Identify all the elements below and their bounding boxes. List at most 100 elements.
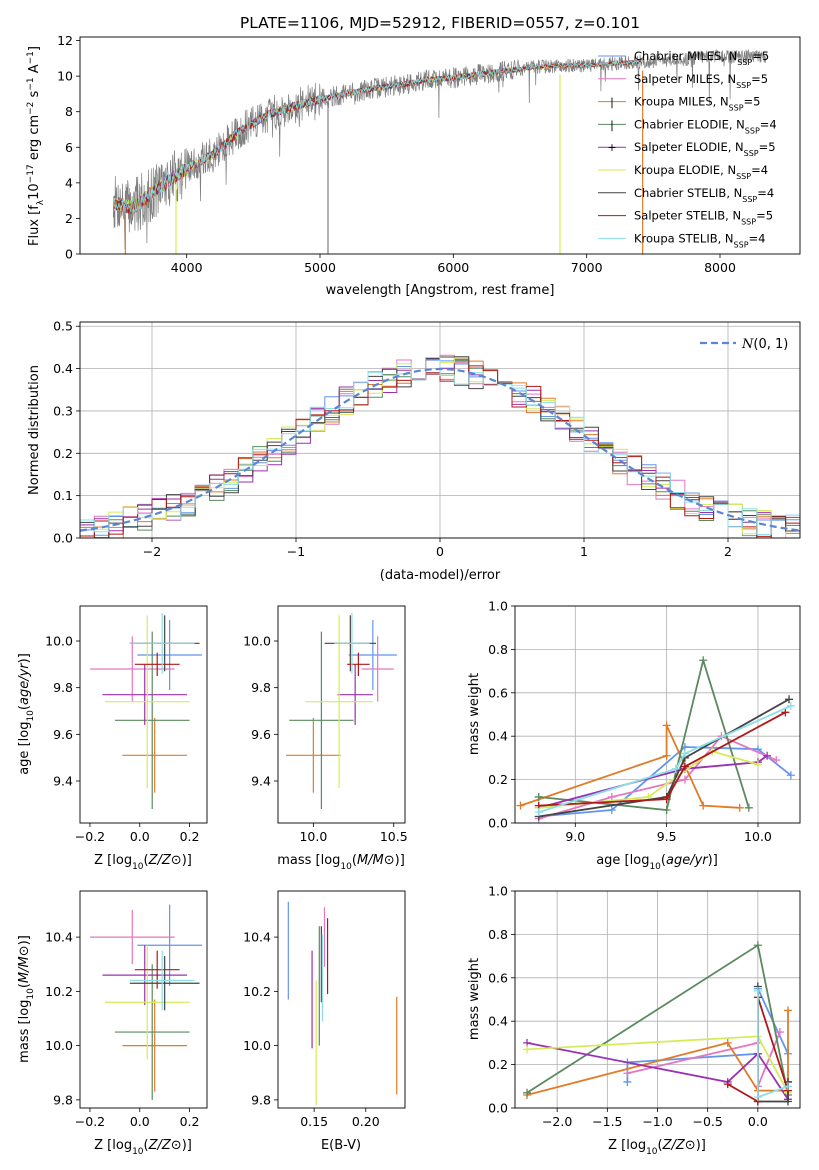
weight-marker: [723, 1038, 732, 1047]
y-axis-label: mass weight: [467, 673, 482, 755]
y-tick-label: 0.5: [53, 319, 73, 334]
spectrum-frame: [79, 36, 801, 255]
weight-series-kroupa_stelib: [534, 701, 795, 817]
x-tick-label: 10.0: [744, 829, 772, 844]
y-tick-label: 10.2: [243, 984, 271, 999]
errorbar-kroupa_stelib: [129, 950, 195, 1011]
weight-marker: [786, 771, 795, 780]
spectrum-panel: 4000 5000 6000 7000 8000 0 2 4 6 8 10 12 Chabrier MI…: [26, 33, 801, 298]
errorbar-kroupa_miles: [286, 718, 341, 793]
weight-marker: [523, 1045, 532, 1054]
y-tick-label: 10.0: [243, 1038, 271, 1053]
x-tick-label: 2: [724, 544, 732, 559]
y-tick-label: 10.0: [45, 634, 73, 649]
x-tick-label: 10.0: [299, 829, 327, 844]
x-axis-label: Z [log10(Z/Z⊙)]: [94, 1138, 192, 1157]
legend-label: Salpeter MILES, NSSP=5: [634, 72, 768, 90]
y-tick-label: 1.0: [488, 599, 508, 614]
y-tick-label: 12: [57, 33, 73, 48]
x-tick-label: 0.15: [300, 1114, 328, 1129]
spectrum-axes: 4000 5000 6000 7000 8000 0 2 4 6 8 10 12 Chabrier MI…: [26, 33, 801, 298]
x-tick-label: 9.0: [565, 829, 585, 844]
x-axis-label: Z [log10(Z/Z⊙)]: [608, 1138, 706, 1157]
residual-histogram-kroupa_stelib: [80, 357, 800, 538]
x-tick-label: 1: [580, 544, 588, 559]
legend-label: Chabrier ELODIE, NSSP=4: [634, 117, 777, 135]
y-tick-label: 9.8: [53, 680, 73, 695]
x-axis-label: age [log10(age/yr)]: [596, 853, 718, 872]
y-tick-label: 0.0: [488, 1101, 508, 1116]
mass_vs_z-panel: −0.2 0.0 0.2 9.8 10.0 10.2 10.4 Z [log10(Z/Z⊙)]…: [17, 890, 208, 1157]
weight-marker: [680, 762, 689, 771]
weight-series-kroupa_stelib: [753, 986, 792, 1102]
x-tick-label: −0.2: [75, 829, 105, 844]
y-tick-label: 9.6: [251, 727, 271, 742]
errorbar-salpeter_stelib: [134, 950, 180, 989]
mass_vs_ebv-frame: [277, 890, 406, 1109]
y-tick-label: 9.8: [53, 1092, 73, 1107]
y-tick-label: 2: [65, 211, 73, 226]
errorbar-kroupa_stelib: [129, 613, 195, 674]
y-tick-label: 6: [65, 140, 73, 155]
y-tick-label: 9.4: [53, 774, 73, 789]
weight-series-salpeter_miles: [623, 1028, 784, 1091]
x-axis-label: (data-model)/error: [380, 568, 501, 583]
errorbar-chabrier_miles: [137, 904, 203, 986]
y-tick-label: 9.4: [251, 774, 271, 789]
mass_vs_z-frame: [79, 890, 208, 1109]
age_vs_z-plot-area: [89, 613, 203, 809]
weight-marker: [785, 695, 794, 704]
y-tick-label: 0.2: [488, 772, 508, 787]
y-axis-label: mass weight: [467, 958, 482, 1040]
weight-marker: [662, 751, 671, 760]
weight_vs_age-frame: [514, 605, 801, 824]
weight-marker: [516, 801, 525, 810]
errorbar-kroupa_miles: [122, 999, 188, 1092]
weight-marker: [775, 1028, 784, 1037]
legend-label: N(0, 1): [741, 337, 788, 352]
errorbar-chabrier_elodie: [114, 964, 190, 1100]
x-tick-label: −1: [287, 544, 305, 559]
x-tick-label: 0.2: [180, 829, 200, 844]
weight-marker: [783, 1097, 792, 1106]
weight-marker: [680, 775, 689, 784]
y-tick-label: 10.0: [243, 634, 271, 649]
errorbar-kroupa_miles: [122, 718, 188, 793]
legend-label: Chabrier STELIB, NSSP=4: [634, 186, 774, 204]
spectrum-legend: Chabrier MILES, NSSP=5 Salpeter MILES, NS…: [598, 49, 777, 249]
model-spectrum-kroupa_stelib: [112, 59, 643, 214]
x-tick-label: 8000: [704, 260, 736, 275]
y-tick-label: 0.0: [488, 816, 508, 831]
legend-label: Salpeter STELIB, NSSP=5: [634, 209, 773, 227]
weight-marker: [607, 792, 616, 801]
legend-label: Kroupa MILES, NSSP=5: [634, 95, 760, 113]
weight-marker: [534, 808, 543, 817]
y-axis-label: mass [log10(M/M⊙)]: [17, 935, 36, 1063]
y-tick-label: 4: [65, 175, 73, 190]
x-axis-label: mass [log10(M/M⊙)]: [277, 853, 405, 872]
residuals-plot-area: [80, 354, 800, 538]
weight-marker: [623, 1077, 632, 1086]
errorbar-kroupa_elodie: [104, 615, 190, 788]
weight-series-salpeter_stelib: [534, 708, 790, 810]
y-axis-label: age [log10(age/yr)]: [17, 653, 36, 775]
y-axis-label: Flux [fλ10−17 erg cm−2 s−1 A−1]: [26, 46, 46, 246]
x-tick-label: −0.2: [75, 1114, 105, 1129]
age_vs_z-panel: −0.2 0.0 0.2 9.4 9.6 9.8 10.0 Z [log10(Z/Z⊙)] ag…: [17, 605, 208, 872]
legend-label: Kroupa ELODIE, NSSP=4: [634, 163, 768, 181]
errorbar-kroupa_stelib: [334, 613, 370, 674]
mass_vs_z-axes: −0.2 0.0 0.2 9.8 10.0 10.2 10.4 Z [log10(Z/Z⊙)]…: [17, 890, 208, 1157]
legend-label: Chabrier MILES, NSSP=5: [634, 49, 769, 67]
weight-marker: [786, 701, 795, 710]
x-tick-label: 0.0: [130, 1114, 150, 1129]
weight-marker: [662, 721, 671, 730]
y-tick-label: 0.0: [53, 531, 73, 546]
weight-marker: [662, 795, 671, 804]
y-tick-label: 0.1: [53, 488, 73, 503]
errorbar-chabrier_elodie: [289, 631, 354, 809]
weight_vs_z-axes: −2.0 −1.5 −1.0 −0.5 0.0 0.0 0.2 0.4 0.6 0.8 1.0 Z […: [467, 884, 801, 1157]
y-tick-label: 0.8: [488, 927, 508, 942]
weight-marker: [723, 1080, 732, 1089]
errorbar-chabrier_miles: [137, 620, 203, 690]
